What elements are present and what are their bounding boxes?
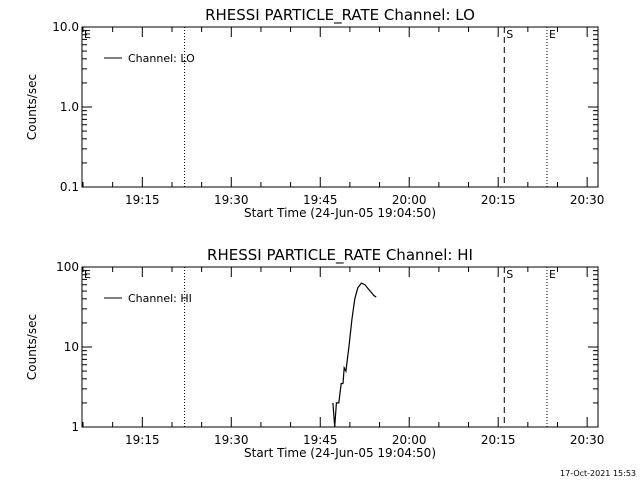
chart-panel-lo: RHESSI PARTICLE_RATE Channel: LO Counts/s… <box>25 6 604 220</box>
event-marker-label: E <box>84 268 91 281</box>
event-marker-label: E <box>549 28 556 41</box>
x-axis-label: Start Time (24-Jun-05 19:04:50) <box>244 206 436 220</box>
chart-title: RHESSI PARTICLE_RATE Channel: HI <box>207 246 473 265</box>
y-tick-label: 0.1 <box>60 180 79 194</box>
y-axis-label: Counts/sec <box>25 314 39 380</box>
x-tick-label: 20:00 <box>392 193 427 207</box>
x-tick-label: 20:00 <box>392 433 427 447</box>
x-tick-label: 19:30 <box>214 193 249 207</box>
y-tick-label: 10.0 <box>52 20 79 34</box>
legend-label: Channel: LO <box>128 52 195 65</box>
plot-frame <box>81 266 599 428</box>
series-line <box>332 282 377 428</box>
x-axis-label: Start Time (24-Jun-05 19:04:50) <box>244 446 436 460</box>
event-marker-label: E <box>84 28 91 41</box>
x-tick-label: 20:30 <box>570 193 605 207</box>
x-tick-label: 20:15 <box>481 193 516 207</box>
event-marker-label: S <box>506 28 513 41</box>
y-tick-label: 1 <box>71 420 79 434</box>
chart-title: RHESSI PARTICLE_RATE Channel: LO <box>205 6 475 25</box>
y-tick-label: 1.0 <box>60 100 79 114</box>
x-tick-label: 20:15 <box>481 433 516 447</box>
event-marker-label: E <box>549 268 556 281</box>
x-tick-label: 20:30 <box>570 433 605 447</box>
y-tick-label: 100 <box>56 260 79 274</box>
x-tick-label: 19:30 <box>214 433 249 447</box>
legend-label: Channel: HI <box>128 292 192 305</box>
x-tick-label: 19:45 <box>303 433 338 447</box>
plot-frame <box>81 26 599 188</box>
x-tick-label: 19:45 <box>303 193 338 207</box>
x-tick-label: 19:15 <box>125 433 160 447</box>
event-marker-label: S <box>506 268 513 281</box>
y-axis-label: Counts/sec <box>25 74 39 140</box>
footer-timestamp: 17-Oct-2021 15:53 <box>560 469 636 478</box>
chart-panel-hi: RHESSI PARTICLE_RATE Channel: HI Counts/s… <box>25 246 604 460</box>
y-tick-label: 10 <box>64 340 79 354</box>
x-tick-label: 19:15 <box>125 193 160 207</box>
